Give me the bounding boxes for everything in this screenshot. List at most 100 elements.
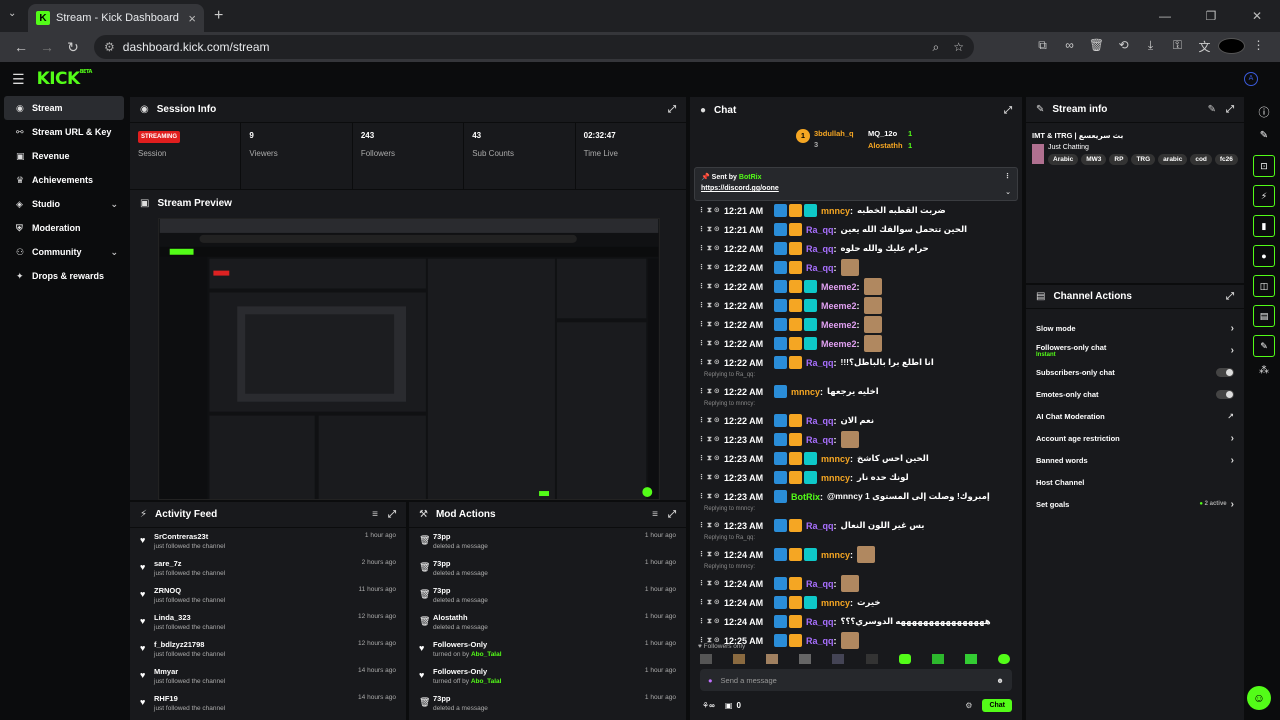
message-username[interactable]: Ra_qq (806, 520, 834, 531)
chat-message[interactable]: ⋮⧗⊙ 12:22 AM mnncy: اخليه يرجعها (698, 385, 879, 398)
channel-action-host-channel[interactable]: Host Channel (1026, 471, 1244, 493)
more-widgets-icon[interactable]: ⁂ (1259, 365, 1269, 376)
tab-search-icon[interactable]: ⌄ (8, 8, 17, 19)
kick-logo[interactable]: KICKBETA (36, 69, 93, 89)
message-actions-icon[interactable]: ⋮⧗⊙ (698, 388, 722, 395)
mod-action-target[interactable]: 73pp (433, 532, 451, 541)
sidebar-item-drops-rewards[interactable]: ✦ Drops & rewards (4, 264, 124, 288)
sidebar-item-community[interactable]: ⚇ Community ⌄ (4, 240, 124, 264)
message-username[interactable]: mnncy (821, 205, 851, 216)
message-username[interactable]: Ra_qq (806, 224, 834, 235)
channel-action-account-age-restriction[interactable]: Account age restriction › (1026, 427, 1244, 449)
message-actions-icon[interactable]: ⋮⧗⊙ (698, 340, 722, 347)
browser-tab[interactable]: K Stream - Kick Dashboard × (28, 4, 204, 32)
chevron-down-icon[interactable]: ⌄ (110, 198, 118, 209)
chevron-right-icon[interactable]: › (1230, 432, 1234, 444)
chat-message[interactable]: ⋮⧗⊙ 12:22 AM Meeme2: (690, 334, 1024, 353)
message-username[interactable]: BotRix (791, 491, 820, 502)
menu-dots-icon[interactable]: ⋮ (1252, 37, 1265, 52)
expand-icon[interactable]: ⤢ (668, 104, 676, 115)
message-username[interactable]: Ra_qq (806, 434, 834, 445)
message-actions-icon[interactable]: ⋮⧗⊙ (698, 321, 722, 328)
close-window-icon[interactable]: ✕ (1251, 9, 1263, 23)
panel-toggle-chat-icon[interactable]: ● (1253, 245, 1275, 267)
pinned-message[interactable]: 📌 Sent by BotRix https://discord.gg/oone… (694, 167, 1018, 201)
message-username[interactable]: Meeme2 (821, 338, 857, 349)
chat-settings-icon[interactable]: ⚙ (965, 700, 973, 710)
chat-message[interactable]: ⋮⧗⊙ 12:23 AM Ra_qq: (690, 430, 1024, 449)
channel-action-followers-only-chat[interactable]: Followers-only chat Instant › (1026, 339, 1244, 361)
message-actions-icon[interactable]: ⋮⧗⊙ (698, 455, 722, 462)
emote-icon[interactable] (832, 654, 845, 664)
stream-tag[interactable]: arabic (1158, 154, 1188, 165)
hamburger-menu-icon[interactable]: ☰ (12, 70, 25, 87)
extensions-icon[interactable]: ⧉ (1038, 37, 1047, 52)
profile-avatar[interactable] (1218, 37, 1245, 57)
chat-message[interactable]: ⋮⧗⊙ 12:25 AM Ra_qq: (690, 631, 1024, 650)
channel-action-emotes-only-chat[interactable]: Emotes-only chat (1026, 383, 1244, 405)
sidebar-item-studio[interactable]: ◈ Studio ⌄ (4, 192, 124, 216)
chat-message[interactable]: ⋮⧗⊙ 12:24 AM Ra_qq: (690, 574, 1024, 593)
message-username[interactable]: Meeme2 (821, 300, 857, 311)
reply-context[interactable]: Replying to mnncy: (704, 506, 756, 512)
message-actions-icon[interactable]: ⋮⧗⊙ (698, 207, 722, 214)
message-username[interactable]: mnncy (791, 386, 821, 397)
points-icon[interactable]: ⚘∞ (702, 700, 715, 710)
expand-icon[interactable]: ⤢ (1226, 104, 1234, 115)
key-icon[interactable]: ⚿ (1172, 37, 1183, 52)
chat-message[interactable]: ⋮⧗⊙ 12:22 AM Ra_qq: (690, 258, 1024, 277)
zoom-icon[interactable]: ⌕ (932, 39, 940, 54)
panel-toggle-session-icon[interactable]: ⊡ (1253, 155, 1275, 177)
emote-icon[interactable] (733, 654, 746, 664)
message-actions-icon[interactable]: ⋮⧗⊙ (698, 599, 722, 606)
message-actions-icon[interactable]: ⋮⧗⊙ (698, 359, 722, 366)
message-actions-icon[interactable]: ⋮⧗⊙ (698, 493, 722, 500)
channel-action-ai-chat-moderation[interactable]: AI Chat Moderation ↗ (1026, 405, 1244, 427)
emote-icon[interactable] (898, 654, 911, 664)
emote-icon[interactable] (865, 654, 878, 664)
emote-icon[interactable] (700, 654, 712, 664)
sidebar-item-achievements[interactable]: ♛ Achievements (4, 168, 124, 192)
panel-toggle-preview-icon[interactable]: ◫ (1253, 275, 1275, 297)
chat-message[interactable]: ⋮⧗⊙ 12:22 AM Meeme2: (690, 315, 1024, 334)
emote-icon[interactable] (766, 654, 779, 664)
toggle-switch[interactable] (1216, 389, 1234, 399)
chat-message[interactable]: ⋮⧗⊙ 12:22 AM Ra_qq: نعم الان (698, 414, 875, 427)
chevron-right-icon[interactable]: › (1230, 498, 1234, 510)
message-username[interactable]: Meeme2 (821, 281, 857, 292)
message-username[interactable]: Meeme2 (821, 319, 857, 330)
chat-message[interactable]: ⋮⧗⊙ 12:24 AM Ra_qq: ههههههههههههههههه الدوس… (698, 615, 991, 628)
forward-icon[interactable]: → (40, 39, 54, 55)
message-actions-icon[interactable]: ⋮⧗⊙ (698, 245, 722, 252)
reload-icon[interactable]: ↻ (67, 38, 79, 55)
stream-tag[interactable]: TRG (1131, 154, 1156, 165)
activity-user[interactable]: f_bdlzyz21798 (154, 640, 205, 649)
channel-action-banned-words[interactable]: Banned words › (1026, 449, 1244, 471)
chevron-down-icon[interactable]: ⌄ (110, 246, 118, 257)
chat-message[interactable]: ⋮⧗⊙ 12:22 AM Ra_qq: !!!انا اطلع برا بالباطل… (698, 356, 934, 369)
panel-toggle-activity-icon[interactable]: ⚡ (1253, 185, 1275, 207)
message-username[interactable]: mnncy (821, 549, 851, 560)
pinned-link[interactable]: https://discord.gg/oone (701, 185, 779, 192)
message-actions-icon[interactable]: ⋮⧗⊙ (698, 637, 722, 644)
channel-action-slow-mode[interactable]: Slow mode › (1026, 317, 1244, 339)
link-ext-icon[interactable]: ∞ (1065, 37, 1074, 52)
stream-tag[interactable]: MW3 (1081, 154, 1107, 165)
site-info-icon[interactable]: ⚙ (104, 40, 115, 54)
activity-user[interactable]: sare_7z (154, 559, 182, 568)
channel-action-set-goals[interactable]: Set goals ● 2 active › (1026, 493, 1244, 515)
mod-action-target[interactable]: 73pp (433, 586, 451, 595)
emote-icon[interactable] (964, 654, 977, 664)
message-actions-icon[interactable]: ⋮⧗⊙ (698, 551, 722, 558)
message-actions-icon[interactable]: ⋮⧗⊙ (698, 302, 722, 309)
reply-context[interactable]: Replying to mnncy: (704, 401, 756, 407)
history-icon[interactable]: ⟲ (1118, 37, 1129, 52)
chat-send-button[interactable]: Chat (982, 698, 1012, 712)
expand-icon[interactable]: ⤢ (388, 509, 396, 520)
url-input[interactable]: ⚙ dashboard.kick.com/stream ⌕ ☆ (94, 35, 974, 59)
sidebar-item-revenue[interactable]: ▣ Revenue (4, 144, 124, 168)
chat-message[interactable]: ⋮⧗⊙ 12:22 AM Meeme2: (690, 296, 1024, 315)
close-tab-icon[interactable]: × (188, 10, 196, 26)
minimize-icon[interactable]: — (1159, 9, 1171, 23)
mod-action-target[interactable]: Alostathh (433, 613, 468, 622)
